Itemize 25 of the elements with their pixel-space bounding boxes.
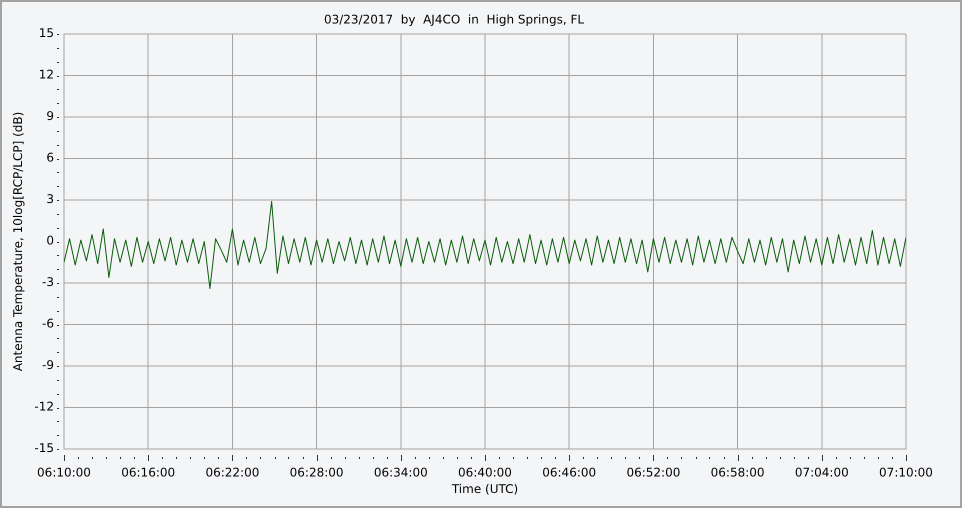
x-tick-label: 06:16:00 — [121, 465, 176, 480]
y-tick-label: -15 — [34, 441, 54, 456]
x-tick-label: 06:22:00 — [205, 465, 260, 480]
x-tick-label: 06:58:00 — [710, 465, 765, 480]
x-tick-label: 06:10:00 — [37, 465, 91, 480]
y-tick-label: 6 — [46, 150, 54, 165]
y-axis-title: Antenna Temperature, 10log[RCP/LCP] (dB) — [11, 112, 26, 372]
x-tick-label: 07:04:00 — [794, 465, 849, 480]
y-tick-label: 12 — [38, 68, 54, 82]
x-tick-label: 06:46:00 — [542, 465, 596, 480]
y-tick-label: -12 — [34, 400, 54, 414]
y-tick-label: 15 — [38, 26, 54, 40]
x-tick-label: 07:10:00 — [879, 465, 933, 480]
x-tick-label: 06:52:00 — [626, 465, 680, 480]
chart-title: 03/23/2017 by AJ4CO in High Springs, FL — [324, 12, 584, 26]
y-tick-label: -3 — [42, 275, 54, 290]
y-tick-label: 9 — [46, 109, 54, 124]
y-tick-label: 3 — [46, 192, 54, 206]
y-tick-label: -6 — [42, 316, 54, 331]
x-tick-label: 06:28:00 — [290, 465, 344, 480]
x-tick-label: 06:34:00 — [374, 465, 428, 480]
y-tick-label: -9 — [42, 358, 54, 372]
x-tick-label: 06:40:00 — [458, 465, 512, 480]
y-tick-label: 0 — [46, 234, 54, 248]
x-axis-title: Time (UTC) — [450, 482, 518, 496]
